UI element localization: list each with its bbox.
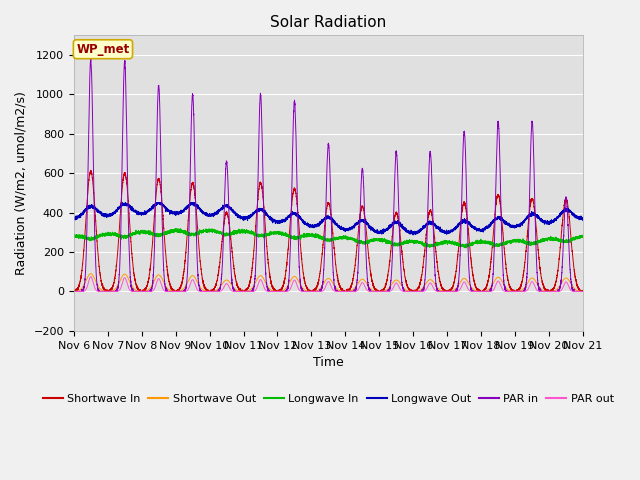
Legend: Shortwave In, Shortwave Out, Longwave In, Longwave Out, PAR in, PAR out: Shortwave In, Shortwave Out, Longwave In… xyxy=(38,390,618,408)
Y-axis label: Radiation (W/m2, umol/m2/s): Radiation (W/m2, umol/m2/s) xyxy=(15,91,28,275)
Text: WP_met: WP_met xyxy=(76,43,129,56)
X-axis label: Time: Time xyxy=(313,356,344,369)
Title: Solar Radiation: Solar Radiation xyxy=(270,15,387,30)
